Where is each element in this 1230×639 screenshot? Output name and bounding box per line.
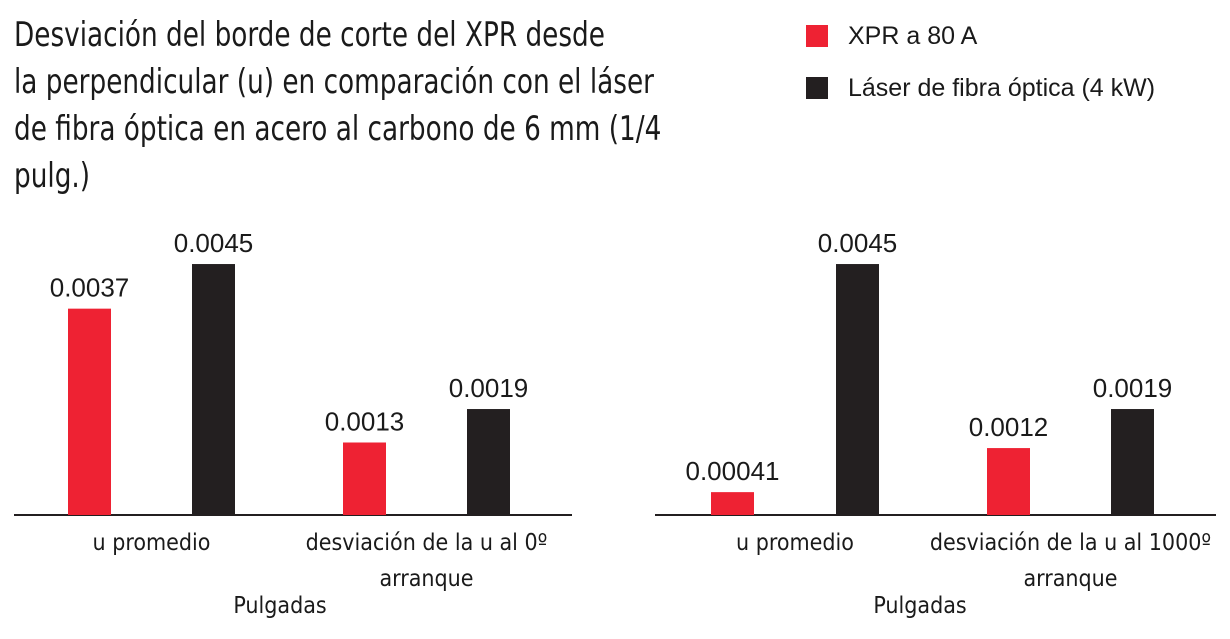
bar <box>467 409 510 515</box>
bar <box>836 264 879 515</box>
title-line: de fibra óptica en acero al carbono de 6… <box>14 109 662 196</box>
data-label: 0.0019 <box>449 373 529 403</box>
category-label: desviación de la u al 0º <box>306 530 548 556</box>
unit-label: Pulgadas <box>873 593 966 619</box>
title-line: la perpendicular (u) en comparación con … <box>14 62 654 102</box>
data-label: 0.00041 <box>686 456 780 486</box>
category-label: arranque <box>1023 566 1117 592</box>
category-label: arranque <box>379 566 473 592</box>
legend-item-laser: Láser de fibra óptica (4 kW) <box>806 62 1155 114</box>
category-label: u promedio <box>736 530 854 556</box>
bar <box>68 308 111 515</box>
category-label: u promedio <box>93 530 211 556</box>
data-label: 0.0012 <box>969 412 1049 442</box>
category-label: desviación de la u al 1000º <box>930 530 1211 556</box>
legend-label: Láser de fibra óptica (4 kW) <box>848 73 1156 102</box>
data-label: 0.0013 <box>325 407 405 437</box>
data-label: 0.0037 <box>50 273 130 303</box>
data-label: 0.0045 <box>174 228 254 258</box>
bar <box>1111 409 1154 515</box>
bar <box>192 264 235 515</box>
legend-label: XPR a 80 A <box>848 21 978 50</box>
legend-swatch <box>806 25 828 47</box>
bar <box>987 448 1030 515</box>
title-line: Desviación del borde de corte del XPR de… <box>14 15 605 55</box>
legend: XPR a 80 A Láser de fibra óptica (4 kW) <box>806 10 1155 114</box>
chart-title: Desviación del borde de corte del XPR de… <box>14 12 668 200</box>
bar <box>711 492 754 515</box>
bar <box>343 442 386 515</box>
legend-item-xpr: XPR a 80 A <box>806 10 1155 62</box>
unit-label: Pulgadas <box>233 593 326 619</box>
legend-swatch <box>806 77 828 99</box>
data-label: 0.0045 <box>818 228 898 258</box>
data-label: 0.0019 <box>1093 373 1173 403</box>
